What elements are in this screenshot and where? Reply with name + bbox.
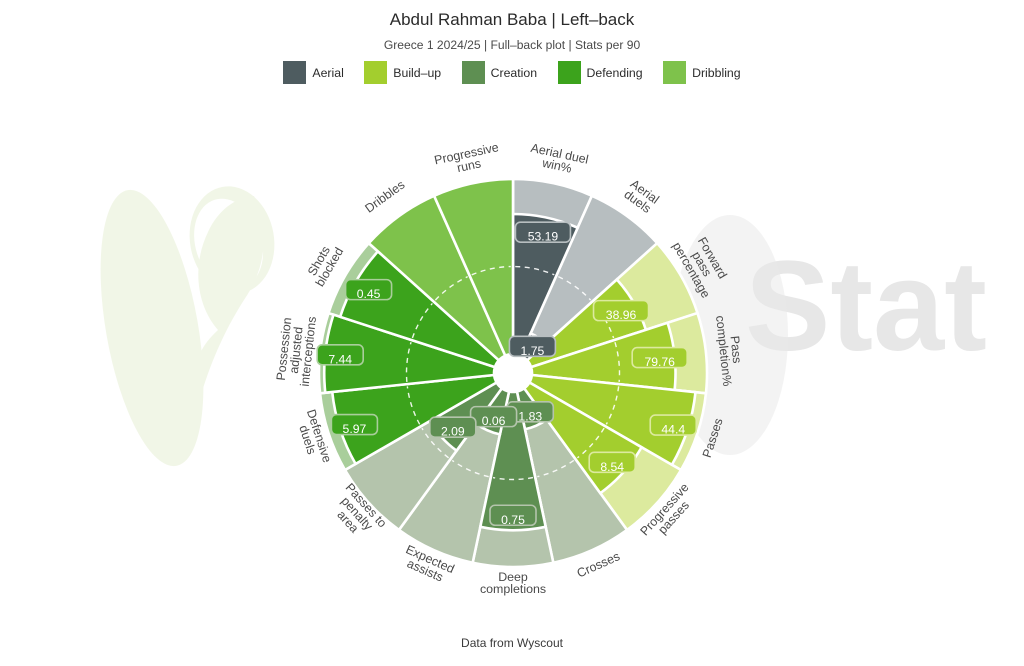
svg-text:8.54: 8.54 (600, 460, 624, 474)
svg-text:44.4: 44.4 (661, 423, 685, 437)
svg-text:Shotsblocked: Shotsblocked (302, 239, 346, 289)
svg-text:2.09: 2.09 (441, 425, 465, 439)
svg-text:Dribbles: Dribbles (362, 178, 407, 216)
svg-text:0.06: 0.06 (482, 414, 506, 428)
svg-text:1.83: 1.83 (518, 409, 542, 423)
svg-text:1.75: 1.75 (521, 344, 545, 358)
svg-text:5.97: 5.97 (343, 422, 367, 436)
svg-text:7.44: 7.44 (328, 352, 352, 366)
svg-text:Aerialduels: Aerialduels (621, 177, 662, 217)
svg-text:Aerial duelwin%: Aerial duelwin% (527, 141, 590, 179)
svg-text:0.75: 0.75 (501, 513, 525, 527)
svg-text:Progressiveruns: Progressiveruns (433, 140, 503, 179)
svg-text:Possessionadjustedinterception: Possessionadjustedinterceptions (273, 313, 319, 387)
svg-text:53.19: 53.19 (528, 230, 559, 244)
svg-text:0.45: 0.45 (357, 287, 381, 301)
svg-text:38.96: 38.96 (606, 308, 637, 322)
svg-text:79.76: 79.76 (644, 355, 675, 369)
